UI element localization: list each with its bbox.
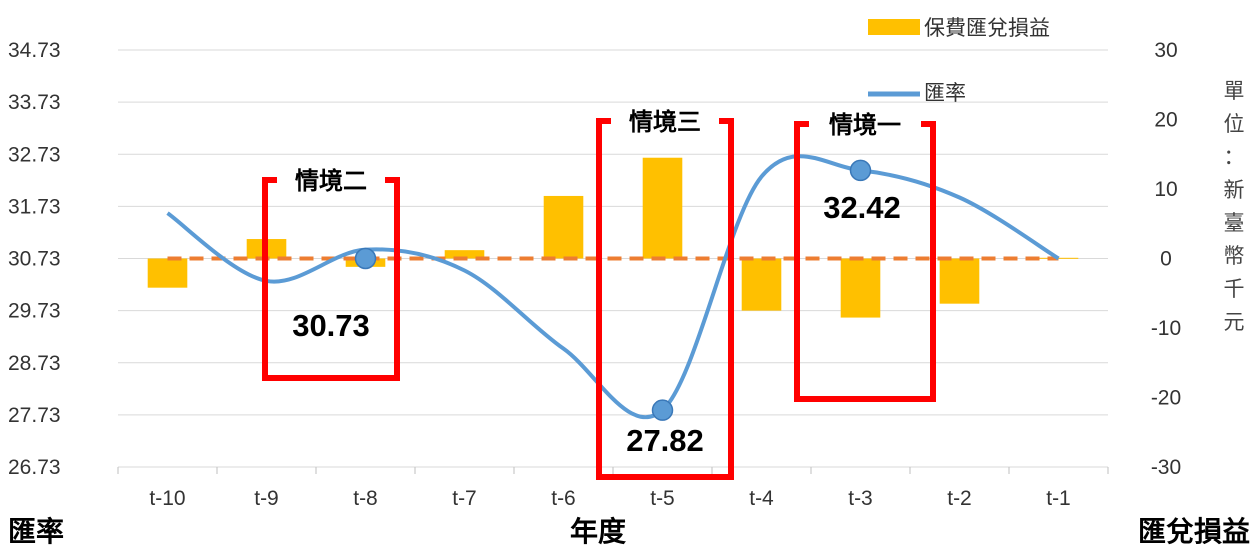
x-tick-label: t-4	[749, 487, 774, 510]
line-series	[166, 154, 1060, 421]
scenario-label-t-5: 情境三	[629, 108, 701, 136]
bar-t-10	[147, 258, 188, 288]
bar-t-7	[444, 250, 485, 259]
legend-bar-label: 保費匯兌損益	[924, 16, 1050, 40]
y-right-tick-label: -10	[1151, 317, 1181, 340]
scenario-label-t-3: 情境一	[829, 111, 901, 139]
x-axis-title: 年度	[570, 515, 626, 548]
scenario-box-t-5	[596, 118, 734, 480]
y-right-tick-label: 20	[1154, 109, 1177, 132]
x-tick-label: t-9	[254, 487, 279, 510]
bar-t-2	[939, 258, 980, 304]
y-right-tick-label: 0	[1160, 248, 1172, 271]
y-left-tick-label: 33.73	[8, 91, 61, 114]
legend-line-label: 匯率	[924, 81, 966, 105]
y-left-axis-title: 匯率	[8, 515, 64, 548]
y-right-tick-label: 30	[1154, 39, 1177, 62]
scenario-label-t-8: 情境二	[295, 167, 367, 195]
scenario-box-t-3	[794, 121, 936, 402]
marker-t-5	[651, 399, 674, 421]
bar-t-5	[642, 157, 683, 259]
y-left-tick-label: 30.73	[8, 248, 61, 271]
exchange-rate-line	[166, 154, 1060, 420]
y-left-tick-label: 31.73	[8, 195, 61, 218]
y-right-axis-title: 匯兌損益	[1138, 515, 1250, 548]
value-label-t-3: 32.42	[823, 190, 901, 225]
value-label-t-5: 27.82	[626, 423, 704, 458]
legend-bar-swatch	[868, 19, 920, 35]
x-tick-label: t-10	[149, 487, 185, 510]
y-right-tick-label: 10	[1154, 178, 1177, 201]
y-left-tick-label: 32.73	[8, 143, 61, 166]
scenario-box-t-8	[262, 177, 400, 381]
x-tick-label: t-6	[551, 487, 576, 510]
x-tick-label: t-1	[1046, 487, 1071, 510]
chart-text: 情境二 情境三 情境一 30.73 27.82 32.42 34.73 33.73 32.73 3…	[8, 16, 1250, 548]
x-tick-label: t-8	[353, 487, 378, 510]
bar-series	[147, 157, 1079, 318]
y-left-tick-label: 29.73	[8, 300, 61, 323]
marker-t-8	[354, 247, 377, 270]
y-left-tick-label: 26.73	[8, 456, 61, 479]
y-right-tick-label: -30	[1151, 456, 1181, 479]
y-left-tick-label: 34.73	[8, 39, 61, 62]
x-tick-label: t-7	[452, 487, 477, 510]
x-tick-label: t-5	[650, 487, 675, 510]
scenario-boxes	[262, 118, 936, 480]
x-tick-label: t-2	[947, 487, 972, 510]
y-right-tick-label: -20	[1151, 387, 1181, 410]
bar-t-3	[840, 258, 881, 318]
y-left-tick-label: 27.73	[8, 404, 61, 427]
value-label-t-8: 30.73	[292, 308, 370, 343]
y-left-tick-label: 28.73	[8, 352, 61, 375]
x-tick-label: t-3	[848, 487, 873, 510]
bar-t-4	[741, 258, 782, 311]
unit-label: 單位：新臺幣千元	[1224, 79, 1245, 334]
bar-t-6	[543, 195, 584, 259]
marker-t-3	[849, 159, 872, 182]
